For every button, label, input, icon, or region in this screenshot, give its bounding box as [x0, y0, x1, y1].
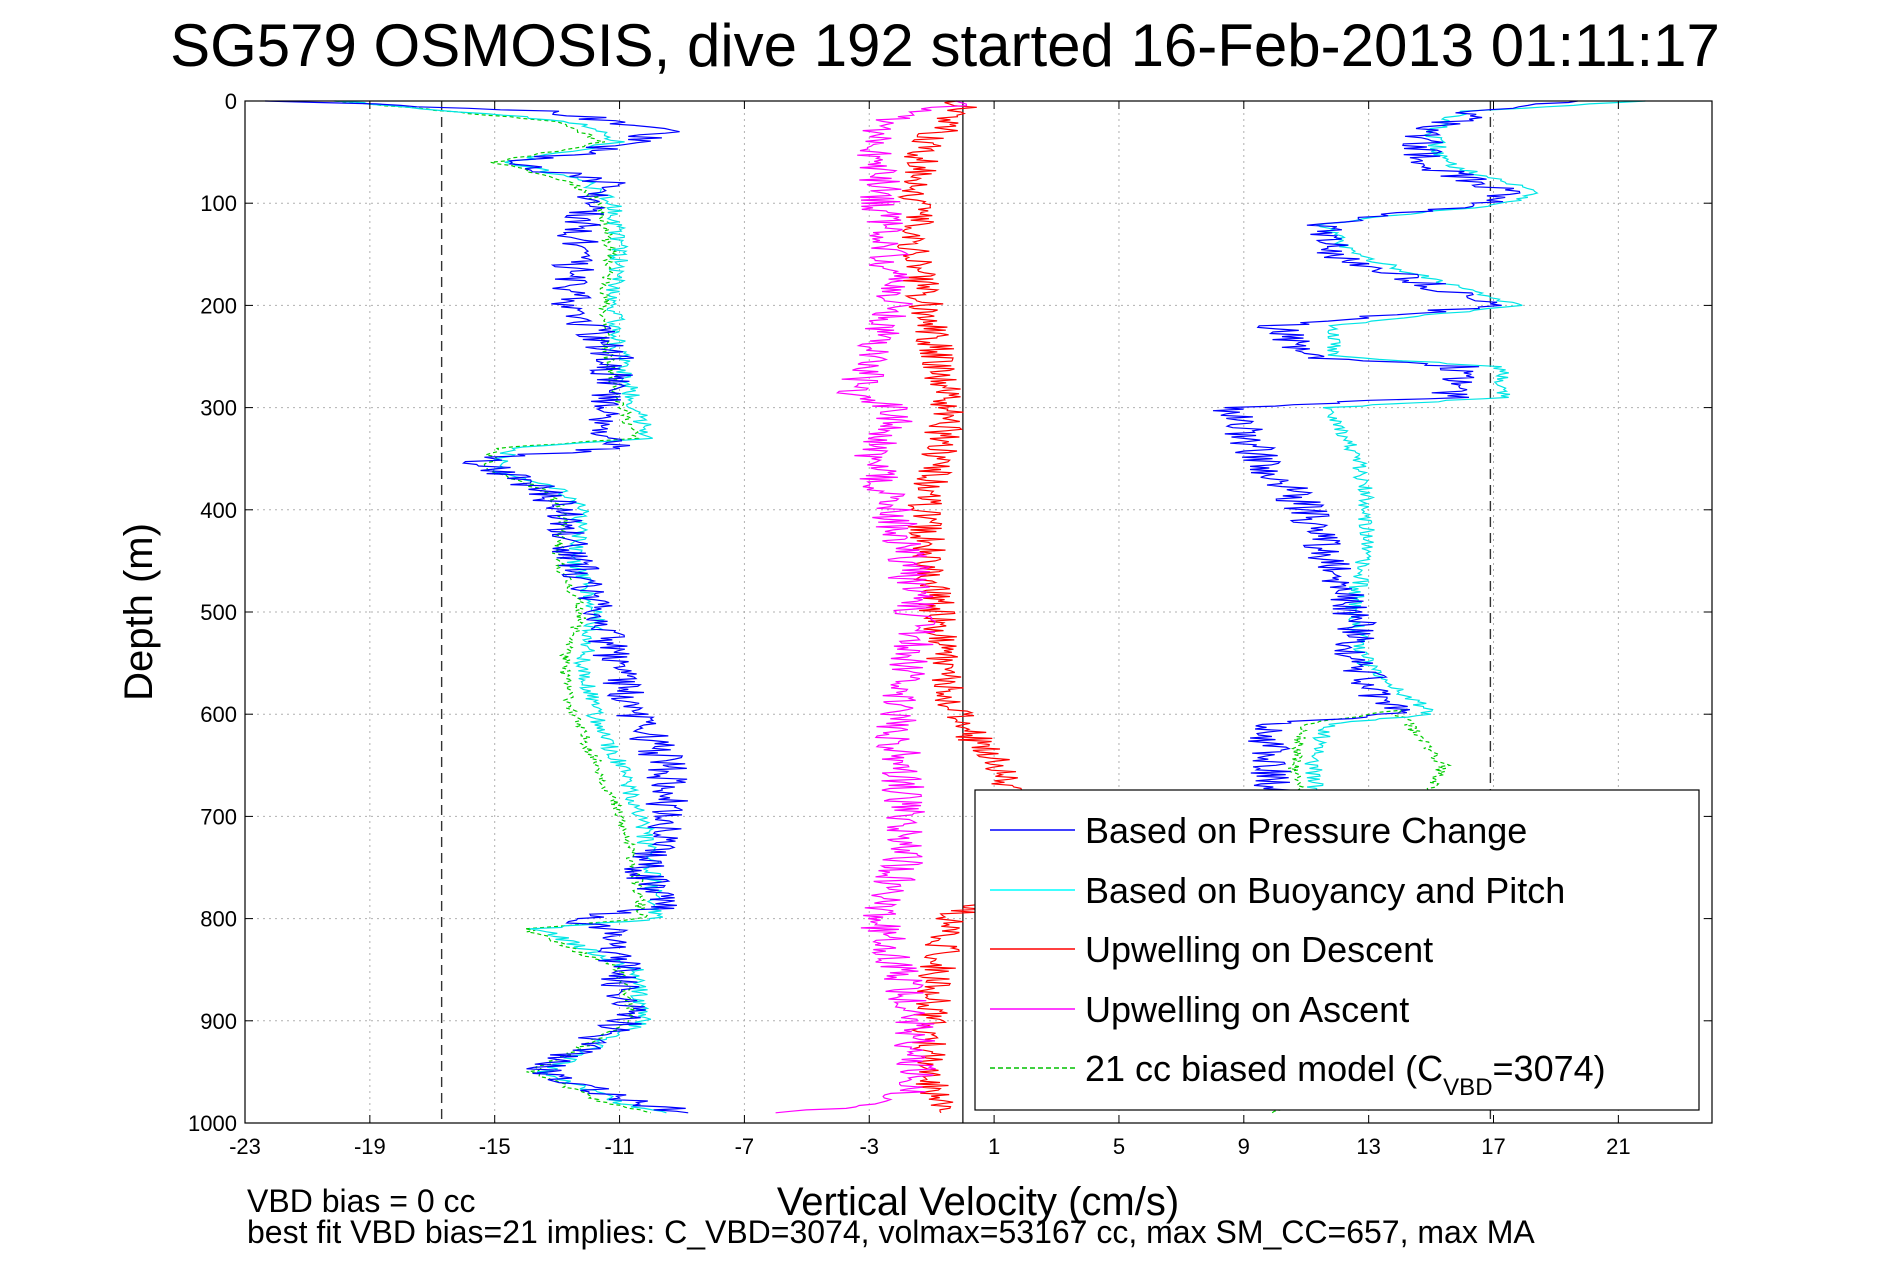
footer-bestfit-line: best fit VBD bias=21 implies: C_VBD=3074… [247, 1214, 1535, 1250]
x-tick-label: -7 [735, 1134, 755, 1159]
legend-box [974, 789, 1700, 1111]
y-axis-ticks: 0 100 200 300 400 500 600 700 800 900 1000 [188, 89, 1712, 1136]
pressure-change-line [265, 100, 689, 1114]
y-tick-label: 0 [225, 89, 237, 114]
chart-title: SG579 OSMOSIS, dive 192 started 16-Feb-2… [170, 12, 1720, 79]
pressure-change-line [1212, 100, 1578, 817]
x-tick-label: 1 [988, 1134, 1000, 1159]
x-tick-label: -23 [229, 1134, 261, 1159]
legend-label: Upwelling on Ascent [1085, 989, 1409, 1030]
y-tick-label: 400 [200, 498, 237, 523]
x-tick-label: -11 [604, 1134, 634, 1159]
legend-label: Based on Buoyancy and Pitch [1085, 870, 1565, 911]
x-tick-label: -3 [859, 1134, 879, 1159]
y-axis-label: Depth (m) [117, 523, 161, 701]
y-tick-label: 500 [200, 600, 237, 625]
x-tick-label: 17 [1481, 1134, 1505, 1159]
x-tick-label: 5 [1113, 1134, 1125, 1159]
x-axis-ticks: -23 -19 -15 -11 -7 -3 1 5 9 13 17 21 [229, 101, 1631, 1159]
legend-items: Based on Pressure Change Based on Buoyanc… [990, 810, 1606, 1101]
footer-bias-line: VBD bias = 0 cc [247, 1183, 476, 1219]
x-tick-label: 9 [1238, 1134, 1250, 1159]
y-tick-label: 600 [200, 702, 237, 727]
x-axis-label: Vertical Velocity (cm/s) [777, 1180, 1179, 1224]
y-tick-label: 100 [200, 191, 237, 216]
buoyancy-pitch-line [333, 100, 667, 1114]
upwelling-ascent-line [775, 100, 968, 1114]
x-tick-label: -15 [479, 1134, 511, 1159]
x-tick-label: 13 [1356, 1134, 1380, 1159]
legend-label: 21 cc biased model (CVBD=3074) [1085, 1048, 1606, 1101]
biased-model-line [335, 100, 651, 1114]
x-tick-label: -19 [354, 1134, 386, 1159]
y-tick-label: 700 [200, 804, 237, 829]
y-tick-label: 900 [200, 1009, 237, 1034]
y-tick-label: 1000 [188, 1111, 237, 1136]
upwelling-descent-line [896, 100, 1033, 1114]
y-tick-label: 800 [200, 907, 237, 932]
y-tick-label: 200 [200, 293, 237, 318]
x-tick-label: 21 [1606, 1134, 1630, 1159]
y-tick-label: 300 [200, 396, 237, 421]
legend: Based on Pressure Change Based on Buoyanc… [974, 789, 1700, 1111]
legend-label: Upwelling on Descent [1085, 929, 1433, 970]
legend-label: Based on Pressure Change [1085, 810, 1527, 851]
